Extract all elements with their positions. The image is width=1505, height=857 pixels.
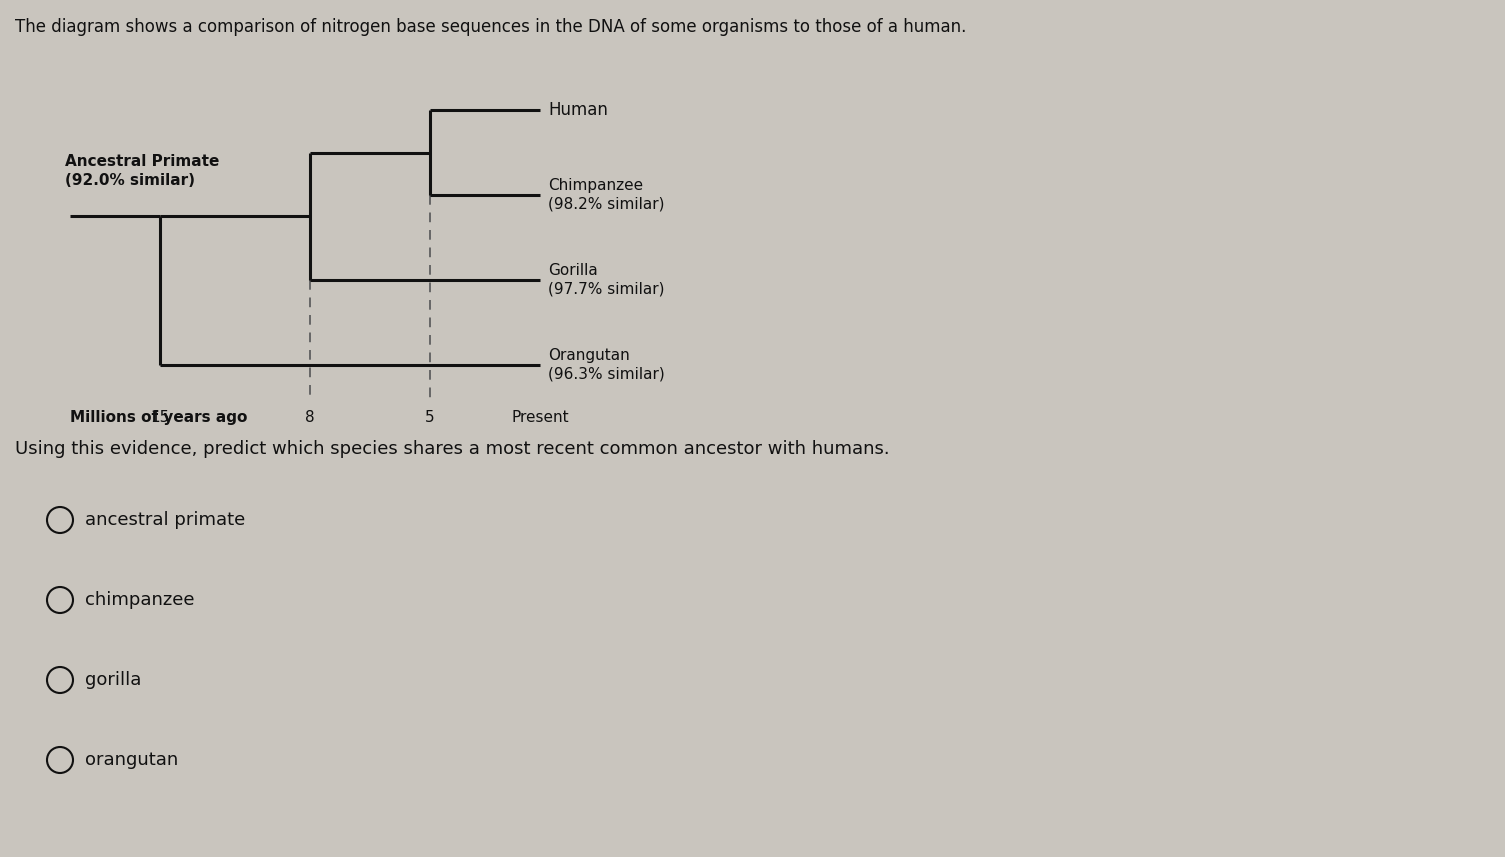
Text: Ancestral Primate
(92.0% similar): Ancestral Primate (92.0% similar) (65, 154, 220, 188)
Text: Millions of years ago: Millions of years ago (71, 410, 247, 425)
Text: orangutan: orangutan (84, 751, 178, 769)
Text: 5: 5 (426, 410, 435, 425)
Text: gorilla: gorilla (84, 671, 141, 689)
Text: The diagram shows a comparison of nitrogen base sequences in the DNA of some org: The diagram shows a comparison of nitrog… (15, 18, 966, 36)
Text: Using this evidence, predict which species shares a most recent common ancestor : Using this evidence, predict which speci… (15, 440, 889, 458)
Text: Human: Human (548, 101, 608, 119)
Text: chimpanzee: chimpanzee (84, 591, 194, 609)
Text: Present: Present (512, 410, 569, 425)
Text: Gorilla
(97.7% similar): Gorilla (97.7% similar) (548, 263, 665, 297)
Text: 8: 8 (306, 410, 315, 425)
Text: Chimpanzee
(98.2% similar): Chimpanzee (98.2% similar) (548, 178, 665, 212)
Text: ancestral primate: ancestral primate (84, 511, 245, 529)
Text: Orangutan
(96.3% similar): Orangutan (96.3% similar) (548, 348, 665, 382)
Text: 15: 15 (150, 410, 170, 425)
